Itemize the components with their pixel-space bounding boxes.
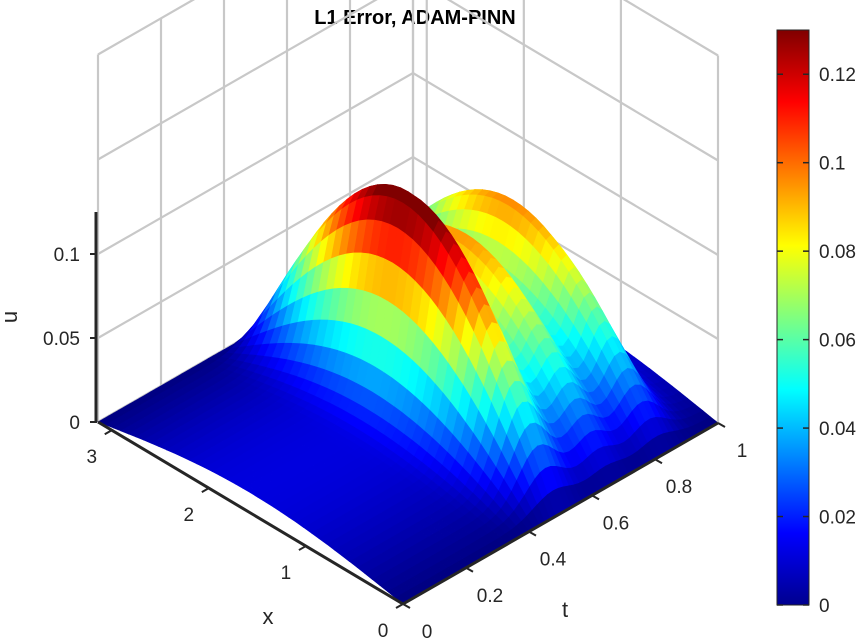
u-tick-label: 0.05 — [43, 329, 80, 350]
x-tick-label: 3 — [86, 447, 97, 468]
u-axis-label: u — [0, 311, 22, 323]
x-axis-line — [97, 420, 404, 606]
t-tick-label: 0.6 — [603, 513, 629, 534]
t-tick-mark — [528, 530, 537, 537]
colorbar-tick-label: 0.12 — [819, 65, 856, 86]
back-grid — [96, 0, 720, 424]
t-tick-label: 0.2 — [477, 586, 503, 607]
t-tick-label: 0.8 — [666, 477, 692, 498]
colorbar-tick-label: 0.1 — [819, 154, 845, 175]
chart-title: L1 Error, ADAM-PINN — [314, 7, 516, 29]
x-tick-label: 0 — [378, 621, 389, 641]
x-tick-label: 1 — [281, 563, 292, 584]
grid-line-z-2 — [97, 71, 719, 256]
colorbar-tick-label: 0.08 — [819, 242, 856, 263]
x-tick-mark — [201, 487, 210, 494]
t-axis-label: t — [562, 597, 568, 622]
x-tick-label: 2 — [184, 505, 195, 526]
x-tick-mark — [395, 603, 404, 609]
t-tick-mark — [465, 566, 474, 573]
t-axis-line — [402, 421, 719, 606]
x-tick-mark — [298, 545, 307, 551]
t-tick-label: 0 — [422, 622, 433, 641]
t-tick-label: 0.4 — [540, 550, 567, 571]
colorbar-gradient — [776, 29, 810, 606]
colorbar-tick-label: 0.02 — [819, 508, 856, 529]
u-tick-label: 0.1 — [54, 245, 80, 266]
colorbar-tick-label: 0 — [819, 596, 830, 617]
t-tick-mark — [654, 458, 663, 465]
t-tick-mark — [717, 422, 726, 428]
colorbar: 0 0.02 0.04 0.06 0.08 0.1 0.12 — [776, 29, 856, 617]
colorbar-tick-label: 0.04 — [819, 419, 856, 440]
x-tick-mark — [104, 429, 113, 436]
t-tick-mark — [591, 494, 600, 501]
t-tick-label: 1 — [737, 441, 748, 462]
colorbar-tick-label: 0.06 — [819, 331, 856, 352]
grid-line-z-3 — [97, 0, 719, 162]
grid-line-z-1 — [97, 155, 719, 340]
u-tick-label: 0 — [69, 413, 80, 434]
t-tick-mark — [402, 603, 411, 609]
x-axis-label: x — [263, 604, 274, 629]
axes — [94, 212, 719, 606]
error-surface — [97, 183, 719, 605]
